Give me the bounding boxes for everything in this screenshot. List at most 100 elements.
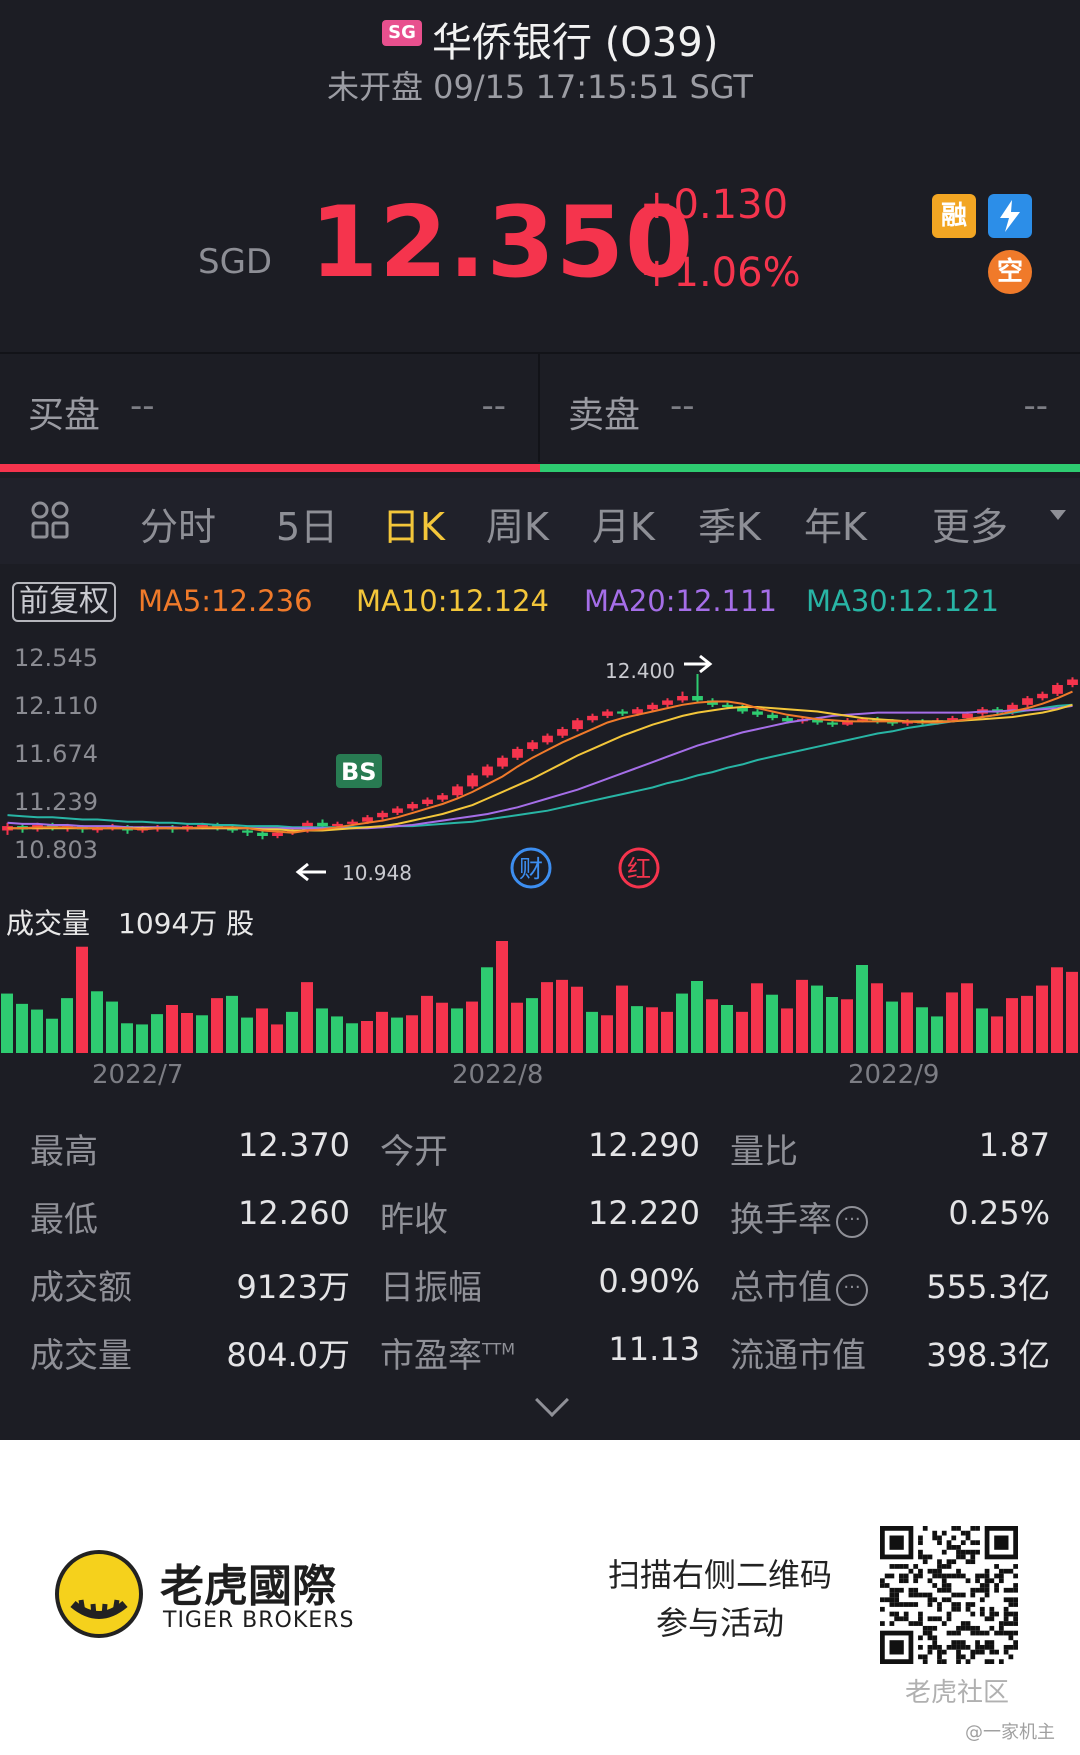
volume-bar <box>436 1002 448 1053</box>
x-axis-label: 2022/7 <box>92 1060 184 1090</box>
candle <box>572 718 583 732</box>
stat-value-volume-ratio: 1.87 <box>978 1126 1050 1164</box>
volume-chart[interactable] <box>0 935 1080 1055</box>
market-status: 未开盘 09/15 17:15:51 SGT <box>327 68 753 106</box>
ttm-superscript: TTM <box>482 1339 516 1359</box>
stat-label-pe-text: 市盈率 <box>380 1336 482 1376</box>
volume-bar <box>256 1008 268 1053</box>
bs-marker-icon[interactable] <box>336 754 382 788</box>
tab-more[interactable]: 更多 <box>932 505 1009 549</box>
candle <box>677 691 688 703</box>
volume-bar <box>796 979 808 1053</box>
volume-bar <box>556 979 568 1053</box>
bid-label: 买盘 <box>28 395 101 436</box>
stat-value-open: 12.290 <box>588 1126 700 1164</box>
earnings-marker-icon[interactable] <box>510 847 552 889</box>
volume-bar <box>721 1005 733 1053</box>
volume-bar <box>226 995 238 1053</box>
ask-panel[interactable]: 卖盘 -- -- <box>540 354 1080 462</box>
volume-bar <box>691 981 703 1053</box>
volume-bar <box>406 1015 418 1053</box>
volume-bar <box>106 1001 118 1053</box>
candle <box>692 673 703 703</box>
bid-panel[interactable]: 买盘 -- -- <box>0 354 540 462</box>
volume-bar <box>781 1008 793 1053</box>
volume-bar <box>511 1002 523 1053</box>
candle <box>242 828 253 837</box>
stat-label-high: 最高 <box>30 1132 98 1172</box>
y-axis-tick-label: 10.803 <box>14 836 98 864</box>
ma-indicator-row: 前复权 MA5:12.236 MA10:12.124 MA20:12.111 M… <box>0 578 1080 626</box>
tab-quarterly-k[interactable]: 季K <box>698 505 761 549</box>
stat-value-high: 12.370 <box>238 1126 350 1164</box>
candle <box>1037 691 1048 701</box>
tab-daily-k[interactable]: 日K <box>382 505 445 549</box>
volume-bar <box>886 1001 898 1053</box>
stat-label-volume-ratio: 量比 <box>730 1132 798 1172</box>
chevron-down-icon[interactable] <box>1050 510 1066 520</box>
volume-bar <box>916 1007 928 1053</box>
price-adjust-button[interactable]: 前复权 <box>12 582 116 622</box>
candle <box>422 797 433 807</box>
volume-bar <box>31 1009 43 1053</box>
ma5-line <box>7 690 1073 834</box>
tab-yearly-k[interactable]: 年K <box>804 505 867 549</box>
volume-label: 成交量 <box>6 907 91 940</box>
x-axis-label: 2022/8 <box>452 1060 544 1090</box>
x-axis-label: 2022/9 <box>848 1060 940 1090</box>
short-selling-icon[interactable]: 空 <box>988 250 1032 294</box>
stat-label-turnover-rate: 换手率 ··· <box>730 1192 868 1241</box>
ma30-label: MA30:12.121 <box>806 584 1000 618</box>
lightning-icon[interactable] <box>988 194 1032 238</box>
candle <box>287 828 298 835</box>
tab-intraday[interactable]: 分时 <box>140 505 217 549</box>
volume-bar <box>16 1003 28 1053</box>
volume-bar <box>586 1011 598 1053</box>
candle <box>452 784 463 798</box>
grid-icon[interactable] <box>30 500 70 540</box>
volume-bar <box>1036 985 1048 1053</box>
volume-bar <box>301 982 313 1053</box>
candle <box>377 810 388 820</box>
candle <box>872 716 883 724</box>
brand-name-en: TIGER BROKERS <box>163 1608 355 1633</box>
tab-5day[interactable]: 5日 <box>276 505 339 549</box>
info-icon[interactable]: ··· <box>836 1205 868 1238</box>
volume-bar <box>766 994 778 1053</box>
watermark-username: @一家机主 <box>965 1722 1055 1743</box>
volume-bar <box>76 946 88 1053</box>
arrow-right-icon <box>684 654 713 674</box>
volume-bar <box>181 1013 193 1053</box>
candle <box>827 720 838 727</box>
brand-name-cn: 老虎國際 <box>160 1561 336 1612</box>
last-price: 12.350 <box>310 186 695 300</box>
chevron-down-icon[interactable] <box>535 1383 569 1417</box>
volume-bar <box>901 992 913 1053</box>
candle <box>1022 696 1033 708</box>
volume-bar <box>931 1016 943 1053</box>
volume-bar <box>391 1017 403 1053</box>
info-icon[interactable]: ··· <box>836 1273 868 1306</box>
candle <box>527 740 538 752</box>
candle <box>392 806 403 816</box>
volume-bar <box>1051 967 1063 1053</box>
volume-bar <box>1006 998 1018 1053</box>
candle <box>587 713 598 723</box>
volume-bar <box>826 997 838 1053</box>
volume-bar <box>376 1011 388 1053</box>
dividend-marker-icon[interactable] <box>618 847 660 889</box>
candle <box>647 702 658 712</box>
volume-bar <box>976 1008 988 1053</box>
stat-label-amount: 成交额 <box>30 1268 132 1308</box>
volume-bar <box>451 1008 463 1053</box>
ma30-line <box>7 703 1073 829</box>
y-axis-tick-label: 12.110 <box>14 692 98 720</box>
qr-code-icon[interactable] <box>880 1526 1018 1664</box>
stat-value-float-cap: 398.3亿 <box>926 1336 1050 1374</box>
kline-chart[interactable]: 12.545 12.110 11.674 11.239 10.803 12.400 10… <box>0 632 1080 892</box>
tab-weekly-k[interactable]: 周K <box>486 505 549 549</box>
volume-bar <box>616 985 628 1053</box>
volume-bar <box>316 1008 328 1053</box>
margin-trading-icon[interactable]: 融 <box>932 194 976 238</box>
tab-monthly-k[interactable]: 月K <box>592 505 655 549</box>
